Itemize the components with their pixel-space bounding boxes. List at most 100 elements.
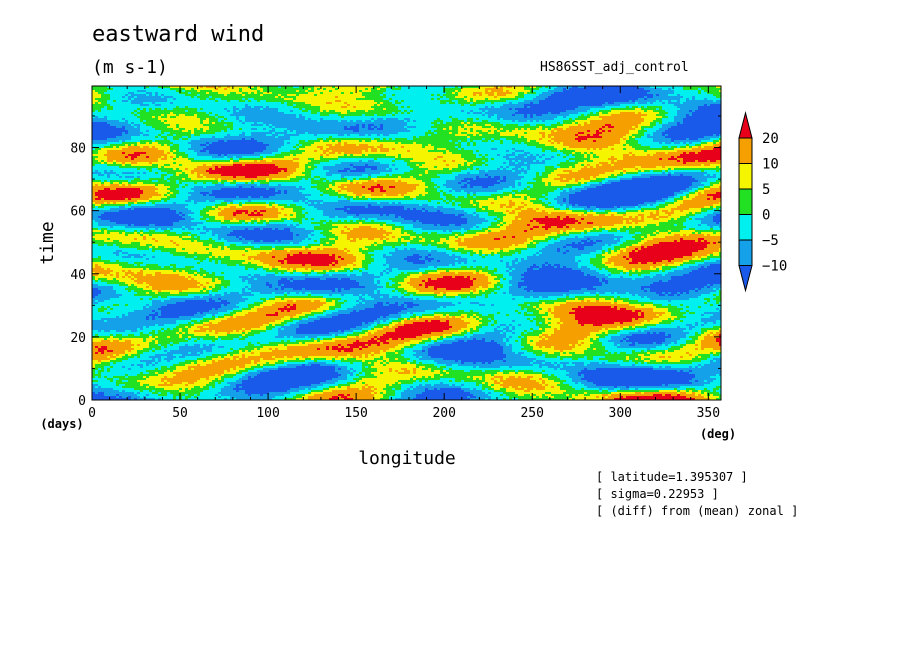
heatmap-cell [410,94,413,96]
heatmap-cell [383,132,386,134]
heatmap-cell [482,106,485,108]
heatmap-cell [626,88,629,90]
heatmap-cell [401,130,404,132]
heatmap-cell [182,116,185,118]
heatmap-cell [683,128,686,130]
heatmap-cell [140,116,143,118]
heatmap-cell [449,88,452,90]
heatmap-cell [266,120,269,122]
heatmap-cell [614,120,617,122]
heatmap-cell [185,122,188,124]
heatmap-cell [518,100,521,102]
heatmap-cell [614,92,617,94]
heatmap-cell [614,98,617,100]
heatmap-cell [524,88,527,90]
heatmap-cell [542,122,545,124]
heatmap-cell [572,98,575,100]
heatmap-cell [692,118,695,120]
heatmap-cell [422,96,425,98]
heatmap-cell [536,132,539,134]
heatmap-cell [545,96,548,98]
heatmap-cell [437,126,440,128]
heatmap-cell [641,114,644,116]
heatmap-cell [593,88,596,90]
heatmap-cell [422,94,425,96]
heatmap-cell [185,98,188,100]
heatmap-cell [416,132,419,134]
heatmap-cell [407,122,410,124]
heatmap-cell [521,118,524,120]
heatmap-cell [215,108,218,110]
heatmap-cell [338,114,341,116]
heatmap-cell [524,96,527,98]
heatmap-cell [128,104,131,106]
heatmap-cell [413,116,416,118]
heatmap-cell [713,108,716,110]
heatmap-cell [371,98,374,100]
heatmap-cell [671,106,674,108]
heatmap-cell [599,118,602,120]
heatmap-cell [680,94,683,96]
heatmap-cell [137,114,140,116]
heatmap-cell [191,128,194,130]
heatmap-cell [173,132,176,134]
heatmap-cell [485,116,488,118]
heatmap-cell [374,90,377,92]
heatmap-cell [545,118,548,120]
heatmap-cell [206,122,209,124]
heatmap-cell [287,94,290,96]
heatmap-cell [473,98,476,100]
heatmap-cell [419,130,422,132]
heatmap-cell [713,90,716,92]
heatmap-cell [392,122,395,124]
heatmap-cell [392,114,395,116]
heatmap-cell [431,106,434,108]
heatmap-cell [230,104,233,106]
heatmap-cell [701,102,704,104]
heatmap-cell [245,106,248,108]
heatmap-cell [263,88,266,90]
heatmap-cell [530,128,533,130]
heatmap-cell [164,92,167,94]
heatmap-cell [581,102,584,104]
heatmap-cell [155,110,158,112]
heatmap-cell [620,104,623,106]
heatmap-cell [428,96,431,98]
heatmap-cell [683,114,686,116]
heatmap-cell [581,104,584,106]
heatmap-cell [122,88,125,90]
heatmap-cell [155,92,158,94]
heatmap-cell [506,132,509,134]
heatmap-cell [323,106,326,108]
heatmap-cell [233,116,236,118]
heatmap-cell [104,112,107,114]
heatmap-cell [218,128,221,130]
heatmap-cell [134,116,137,118]
heatmap-cell [110,96,113,98]
heatmap-cell [341,130,344,132]
heatmap-cell [416,124,419,126]
heatmap-cell [287,118,290,120]
heatmap-cell [305,106,308,108]
heatmap-cell [284,120,287,122]
heatmap-cell [524,128,527,130]
heatmap-cell [224,128,227,130]
heatmap-cell [695,118,698,120]
heatmap-cell [515,100,518,102]
heatmap-cell [281,120,284,122]
heatmap-cell [653,102,656,104]
heatmap-cell [116,88,119,90]
heatmap-cell [536,110,539,112]
heatmap-cell [389,100,392,102]
heatmap-cell [260,106,263,108]
heatmap-cell [644,126,647,128]
heatmap-cell [326,110,329,112]
heatmap-cell [479,106,482,108]
heatmap-cell [680,102,683,104]
heatmap-cell [587,110,590,112]
heatmap-cell [200,102,203,104]
heatmap-cell [605,114,608,116]
heatmap-cell [524,98,527,100]
heatmap-cell [179,128,182,130]
heatmap-cell [239,120,242,122]
